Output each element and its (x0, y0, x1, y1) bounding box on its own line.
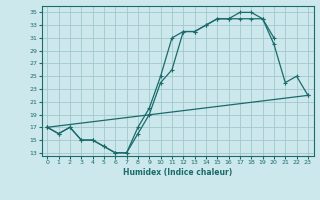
X-axis label: Humidex (Indice chaleur): Humidex (Indice chaleur) (123, 168, 232, 177)
